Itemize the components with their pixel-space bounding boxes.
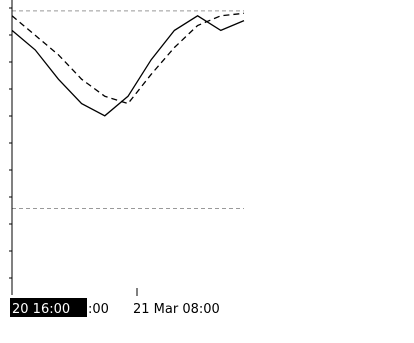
- reference-lines: [12, 10, 244, 210]
- y-axis-ticks: [9, 7, 12, 279]
- x-tick-label: :00: [88, 302, 109, 317]
- series-line-2: [11, 12, 245, 105]
- x-tick-label: 21 Mar 08:00: [133, 302, 220, 317]
- series-layer: [11, 12, 245, 117]
- series-line-1: [11, 15, 245, 117]
- x-axis: 20 16:00 :00 21 Mar 08:00: [10, 288, 220, 317]
- x-tick-highlight: [10, 298, 87, 317]
- x-tick-label-highlighted: 20 16:00: [12, 302, 70, 317]
